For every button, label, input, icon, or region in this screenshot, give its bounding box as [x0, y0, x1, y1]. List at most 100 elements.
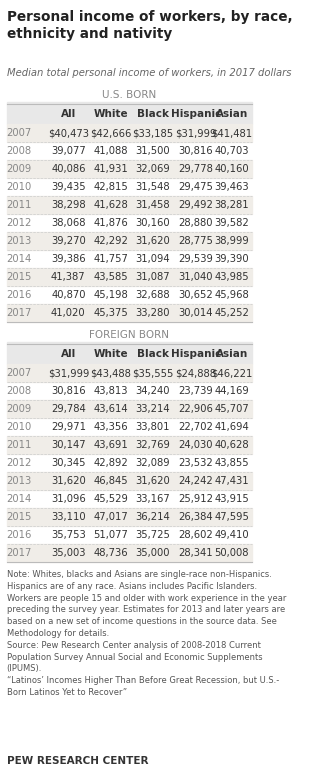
- Text: 41,387: 41,387: [51, 272, 86, 282]
- Text: 29,784: 29,784: [51, 404, 86, 414]
- Text: 24,242: 24,242: [179, 476, 213, 486]
- Text: 2007: 2007: [7, 368, 32, 378]
- Text: 31,458: 31,458: [135, 200, 170, 210]
- Text: 47,595: 47,595: [214, 512, 249, 522]
- Text: 47,431: 47,431: [215, 476, 249, 486]
- Bar: [7, 268, 252, 286]
- Text: FOREIGN BORN: FOREIGN BORN: [89, 330, 169, 340]
- Text: 35,725: 35,725: [135, 530, 170, 540]
- Text: 2015: 2015: [7, 272, 32, 282]
- Text: 2009: 2009: [7, 404, 32, 414]
- Text: 2011: 2011: [7, 440, 32, 450]
- Text: Personal income of workers, by race,
ethnicity and nativity: Personal income of workers, by race, eth…: [7, 10, 292, 41]
- Text: $33,185: $33,185: [132, 128, 173, 138]
- Text: $46,221: $46,221: [211, 368, 252, 378]
- Text: 41,931: 41,931: [94, 164, 128, 174]
- Text: Asian: Asian: [216, 349, 248, 359]
- Text: 32,688: 32,688: [135, 290, 170, 300]
- Text: 41,020: 41,020: [51, 308, 86, 318]
- Bar: [7, 400, 252, 418]
- Text: Asian: Asian: [216, 109, 248, 119]
- Text: $41,481: $41,481: [211, 128, 252, 138]
- Text: 36,214: 36,214: [135, 512, 170, 522]
- Text: 45,252: 45,252: [214, 308, 249, 318]
- Text: 31,548: 31,548: [135, 182, 170, 192]
- Text: Note: Whites, blacks and Asians are single-race non-Hispanics.
Hispanics are of : Note: Whites, blacks and Asians are sing…: [7, 570, 286, 697]
- Text: 29,475: 29,475: [179, 182, 213, 192]
- Bar: [7, 304, 252, 322]
- Text: 2012: 2012: [7, 218, 32, 228]
- Text: 45,529: 45,529: [93, 494, 128, 504]
- Text: 2010: 2010: [7, 182, 32, 192]
- Text: 33,280: 33,280: [135, 308, 170, 318]
- Bar: [7, 160, 252, 178]
- Text: 39,390: 39,390: [215, 254, 249, 264]
- Text: 45,375: 45,375: [94, 308, 128, 318]
- Text: 38,068: 38,068: [51, 218, 86, 228]
- Text: 42,292: 42,292: [93, 236, 128, 246]
- Text: 2008: 2008: [7, 146, 32, 156]
- Text: 43,813: 43,813: [94, 386, 128, 396]
- Text: 30,816: 30,816: [51, 386, 86, 396]
- Text: 40,160: 40,160: [215, 164, 249, 174]
- Text: 30,014: 30,014: [179, 308, 213, 318]
- Text: 31,040: 31,040: [179, 272, 213, 282]
- Text: Black: Black: [136, 349, 169, 359]
- Text: 33,801: 33,801: [135, 422, 170, 432]
- Bar: [7, 196, 252, 214]
- Text: 43,614: 43,614: [94, 404, 128, 414]
- Text: 2017: 2017: [7, 548, 32, 558]
- Text: 24,030: 24,030: [179, 440, 213, 450]
- Text: 41,628: 41,628: [94, 200, 128, 210]
- Text: 28,775: 28,775: [179, 236, 213, 246]
- Text: 23,739: 23,739: [179, 386, 213, 396]
- Text: 45,968: 45,968: [215, 290, 249, 300]
- Text: $24,888: $24,888: [175, 368, 216, 378]
- Text: 28,880: 28,880: [179, 218, 213, 228]
- Text: 43,855: 43,855: [215, 458, 249, 468]
- Text: 31,087: 31,087: [135, 272, 170, 282]
- Text: 33,110: 33,110: [51, 512, 86, 522]
- Text: 40,870: 40,870: [51, 290, 86, 300]
- Text: 29,971: 29,971: [51, 422, 86, 432]
- Text: PEW RESEARCH CENTER: PEW RESEARCH CENTER: [7, 756, 148, 766]
- Text: 22,906: 22,906: [179, 404, 213, 414]
- Text: Median total personal income of workers, in 2017 dollars: Median total personal income of workers,…: [7, 68, 291, 78]
- Text: 31,094: 31,094: [135, 254, 170, 264]
- Text: 43,915: 43,915: [215, 494, 249, 504]
- Text: 2014: 2014: [7, 254, 32, 264]
- Text: 39,270: 39,270: [51, 236, 86, 246]
- Text: 2007: 2007: [7, 128, 32, 138]
- Text: All: All: [61, 349, 76, 359]
- Text: U.S. BORN: U.S. BORN: [102, 90, 156, 100]
- Text: $35,555: $35,555: [132, 368, 173, 378]
- Text: 38,999: 38,999: [215, 236, 249, 246]
- Text: 29,778: 29,778: [179, 164, 213, 174]
- Text: 31,620: 31,620: [135, 476, 170, 486]
- Text: 39,435: 39,435: [51, 182, 86, 192]
- Text: 33,214: 33,214: [135, 404, 170, 414]
- Text: 31,620: 31,620: [51, 476, 86, 486]
- Text: White: White: [94, 349, 128, 359]
- Text: 35,753: 35,753: [51, 530, 86, 540]
- Text: 41,088: 41,088: [94, 146, 128, 156]
- Text: 50,008: 50,008: [215, 548, 249, 558]
- Text: 2010: 2010: [7, 422, 32, 432]
- Text: 38,281: 38,281: [215, 200, 249, 210]
- Text: 23,532: 23,532: [179, 458, 213, 468]
- Text: 42,815: 42,815: [94, 182, 128, 192]
- Bar: [7, 102, 252, 124]
- Text: 31,500: 31,500: [135, 146, 170, 156]
- Text: 35,000: 35,000: [135, 548, 170, 558]
- Bar: [7, 124, 252, 142]
- Text: 40,628: 40,628: [215, 440, 249, 450]
- Text: 40,086: 40,086: [51, 164, 86, 174]
- Text: 46,845: 46,845: [94, 476, 128, 486]
- Bar: [7, 472, 252, 490]
- Text: 2015: 2015: [7, 512, 32, 522]
- Text: 41,694: 41,694: [215, 422, 249, 432]
- Bar: [7, 544, 252, 562]
- Bar: [7, 436, 252, 454]
- Text: White: White: [94, 109, 128, 119]
- Text: 32,069: 32,069: [135, 164, 170, 174]
